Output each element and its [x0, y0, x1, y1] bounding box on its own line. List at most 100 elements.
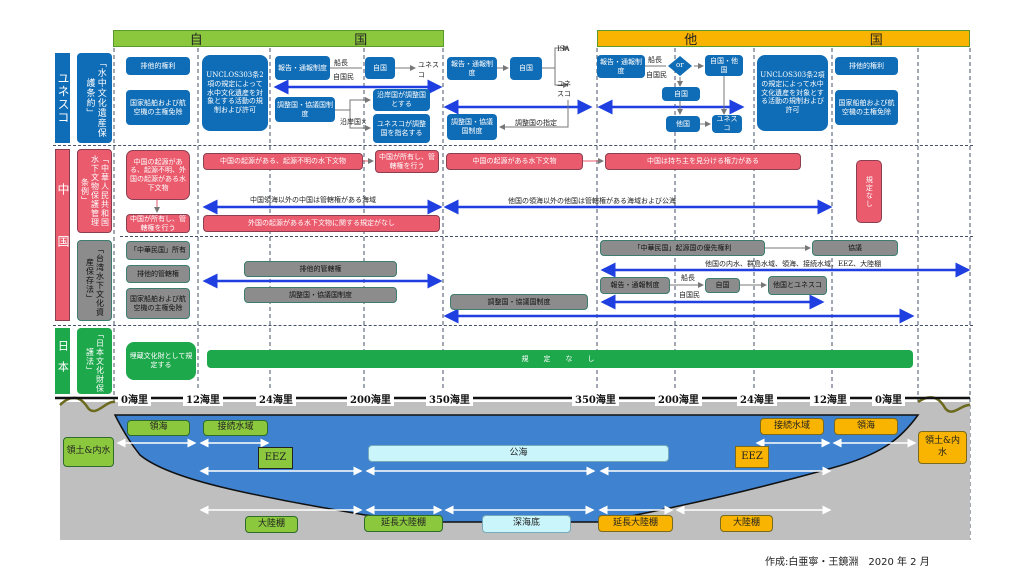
flow-connectors [154, 45, 811, 288]
contiguous-zone-own: 接続水域 [203, 420, 268, 436]
own-state-box: 自国 [510, 57, 542, 80]
own-state-box: 自国 [662, 87, 700, 101]
japan-no-provision-bar: 規 定 な し [207, 350, 913, 368]
prc-law-label: 「中華人民共和国水下文物保護管理条例」 [77, 149, 112, 233]
row-divider [53, 145, 973, 146]
distance-label: 0海里 [118, 391, 151, 406]
exclusive-jurisdiction-box: 排他的管轄権 [126, 265, 190, 283]
extended-shelf-own: 延長大陸棚 [364, 515, 443, 532]
contiguous-zone-other: 接続水域 [760, 418, 824, 435]
origin-all-box: 中国の起源がある、起源不明、外国の起源がある水下文物 [126, 150, 190, 200]
roc-law-label: 「台湾水下文化資産保存法」 [77, 240, 112, 321]
other-header-char: 国 [869, 33, 883, 48]
japan-label: 日本 [55, 328, 70, 394]
continental-shelf-other: 大陸棚 [720, 515, 773, 532]
unesco-box: ユネスコ [712, 115, 742, 133]
japan-law-label: 「日本文化財保護法」 [77, 328, 112, 394]
own-header-char: 国 [354, 33, 368, 48]
distance-label: 12海里 [810, 391, 850, 406]
exclusive-rights-box: 排他的権利 [835, 57, 898, 75]
unesco-text: ユネスコ [557, 80, 571, 98]
deep-seabed: 深海底 [482, 515, 571, 533]
foreign-no-provision-box: 外国の起源がある水下文物に関する規定がなし [203, 215, 440, 232]
continental-shelf-own: 大陸棚 [245, 516, 298, 533]
prc-owns-box: 中国が所有し、管轄権を行う [375, 150, 439, 173]
or-text: or [676, 61, 684, 69]
unesco-appoint-box: ユネスコが調整国を指名する [373, 114, 430, 143]
land-internal-other: 領土&内水 [918, 431, 967, 464]
isa-text: ISA [557, 45, 570, 53]
territorial-sea-other: 領海 [834, 418, 898, 435]
consultation-box: 協議 [812, 240, 898, 256]
own-country-header: 自国 [113, 30, 444, 48]
coordinating-state-box: 調整国・協議国制度 [275, 97, 335, 122]
territorial-sea-own: 領海 [127, 420, 190, 436]
land-internal-own: 領土&内水 [63, 437, 114, 467]
eez-own: EEZ [258, 447, 293, 469]
unesco-law-label: 「水中文化遺産保護条約」 [77, 53, 112, 143]
report-system-box: 報告・通報制度 [275, 56, 330, 80]
distance-label: 350海里 [426, 391, 473, 406]
unclos-box: UNCLOS303条2項の規定によって水中文化遺産を対象とする活動の規制および許… [757, 55, 828, 131]
caption: 作成:白亜寧・王鏡淵 2020 年 2 月 [765, 557, 930, 568]
unesco-text: ユネスコ [418, 61, 439, 79]
jurisdiction-arrows [202, 79, 971, 324]
national-text: 自国民 [646, 71, 667, 79]
sovereign-immunity-box: 国家船舶および航空機の主権免除 [126, 288, 190, 319]
coordinating-state-box: 調整国・協議国制度 [450, 294, 588, 310]
origin-unknown-box: 中国の起源がある、起源不明の水下文物 [203, 153, 363, 170]
distance-label: 200海里 [347, 391, 394, 406]
own-or-other-state-box: 自国・他国 [705, 55, 743, 76]
distance-label: 12海里 [183, 391, 223, 406]
other-waters-text: 他国の内水、群島水域、領海、接続水域、EEZ、大陸棚 [705, 260, 882, 268]
unesco-label: ユネスコ [55, 53, 70, 143]
distance-label: 24海里 [737, 391, 777, 406]
report-system-box: 報告・通報制度 [447, 57, 497, 80]
captain-text: 船長 [648, 56, 662, 64]
identify-owner-box: 中国は持ち主を見分ける権力がある [605, 153, 801, 170]
distance-label: 350海里 [572, 391, 619, 406]
row-divider [53, 325, 973, 326]
buried-property-box: 埋蔵文化財として規定する [126, 342, 196, 380]
own-state-box: 自国 [365, 57, 395, 79]
distance-label: 200海里 [655, 391, 702, 406]
own-state-box: 自国 [705, 278, 740, 293]
distance-label: 0海里 [872, 391, 905, 406]
coastal-coordinator-box: 沿岸国が調整国とする [373, 89, 430, 111]
coordinating-state-box: 調整国・協議国制度 [447, 114, 497, 140]
eez-other: EEZ [735, 446, 769, 468]
distance-label: 24海里 [256, 391, 296, 406]
captain-text: 船長 [334, 59, 348, 67]
prc-owns-box: 中国が所有し、管轄権を行う [126, 214, 190, 233]
china-label: 中国 [55, 149, 70, 321]
coordinating-state-box: 調整国・協議国制度 [244, 287, 397, 303]
or-diamond [668, 56, 692, 76]
coastal-x-text: 沿岸国× [340, 118, 367, 126]
national-text: 自国民 [679, 291, 700, 299]
other-header-char: 他 [684, 33, 698, 48]
other-zone-text: 他国の領海以外の他国は管轄権がある海域および公海 [508, 197, 676, 205]
own-header-char: 自 [189, 33, 203, 48]
origin-priority-box: 「中華民国」起源国の優先権利 [600, 240, 765, 256]
captain-text: 船長 [681, 274, 695, 282]
report-system-box: 報告・通報制度 [600, 277, 670, 294]
national-text: 自国民 [333, 73, 354, 81]
roc-owned-box: 「中華民国」所有 [126, 241, 190, 260]
sovereign-immunity-box: 国家船舶および航空機の主権免除 [835, 90, 898, 125]
own-zone-text: 中国領海以外の中国は管轄権がある海域 [250, 196, 376, 204]
row-divider [120, 236, 973, 237]
exclusive-rights-box: 排他的権利 [126, 57, 190, 75]
no-provision-box: 規定なし [856, 160, 882, 223]
zone-arrows [116, 438, 917, 515]
designation-text: 調整国の指定 [515, 119, 557, 127]
report-system-box: 報告・通報制度 [597, 55, 645, 78]
extended-shelf-other: 延長大陸棚 [598, 515, 673, 532]
origin-china-box: 中国の起源がある水下文物 [446, 153, 583, 170]
unclos-box: UNCLOS303条2項の規定によって水中文化遺産を対象とする活動の規制および許… [202, 55, 268, 131]
other-state-unesco-box: 他国とユネスコ [768, 276, 827, 295]
exclusive-jurisdiction-box: 排他的管轄権 [244, 261, 397, 277]
other-state-box: 他国 [666, 116, 700, 132]
other-country-header: 他国 [597, 30, 970, 48]
high-seas: 公海 [368, 445, 669, 462]
sovereign-immunity-box: 国家船舶および航空機の主権免除 [126, 90, 190, 125]
